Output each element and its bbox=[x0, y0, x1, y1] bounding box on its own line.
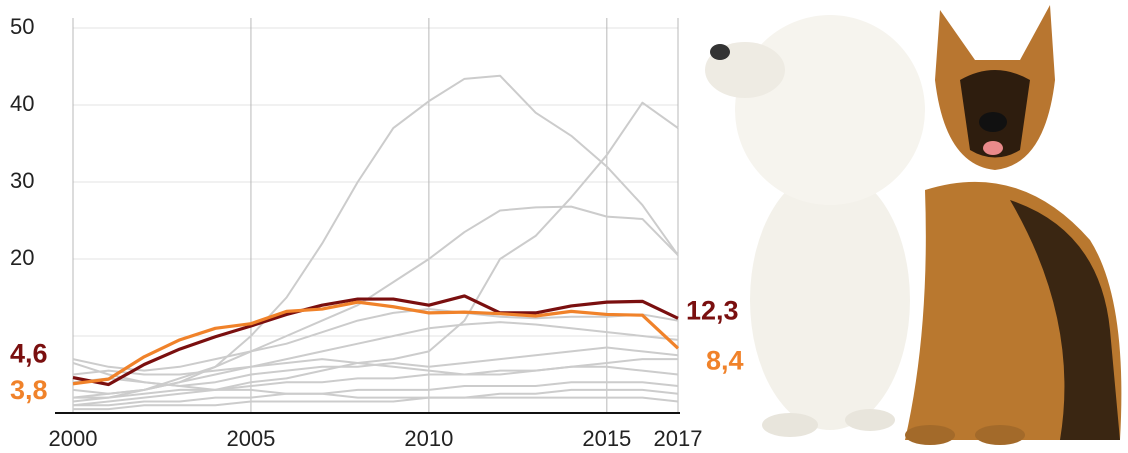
country-line bbox=[72, 101, 679, 407]
country-line bbox=[72, 308, 679, 372]
x-tick-label: 2000 bbox=[49, 426, 98, 451]
y-tick-label: 40 bbox=[10, 91, 34, 116]
country-line bbox=[72, 358, 678, 376]
y-tick-label: 20 bbox=[10, 245, 34, 270]
value-label: 8,4 bbox=[706, 345, 744, 375]
x-tick-label: 2017 bbox=[654, 426, 703, 451]
y-tick-label: 30 bbox=[10, 168, 34, 193]
value-label: 4,6 bbox=[10, 339, 48, 369]
country-line bbox=[73, 381, 679, 407]
x-tick-label: 2010 bbox=[404, 426, 453, 451]
country-line bbox=[73, 396, 679, 411]
value-label: 12,3 bbox=[686, 295, 739, 325]
country-line bbox=[72, 377, 679, 399]
y-tick-label: 50 bbox=[10, 14, 34, 39]
highlight-line bbox=[72, 294, 679, 387]
dog-photo bbox=[705, 5, 1122, 445]
country-line bbox=[72, 321, 679, 395]
x-tick-label: 2005 bbox=[226, 426, 275, 451]
highlight-line bbox=[72, 300, 680, 386]
x-tick-label: 2015 bbox=[582, 426, 631, 451]
country-line bbox=[72, 205, 679, 403]
value-label: 3,8 bbox=[10, 375, 48, 405]
